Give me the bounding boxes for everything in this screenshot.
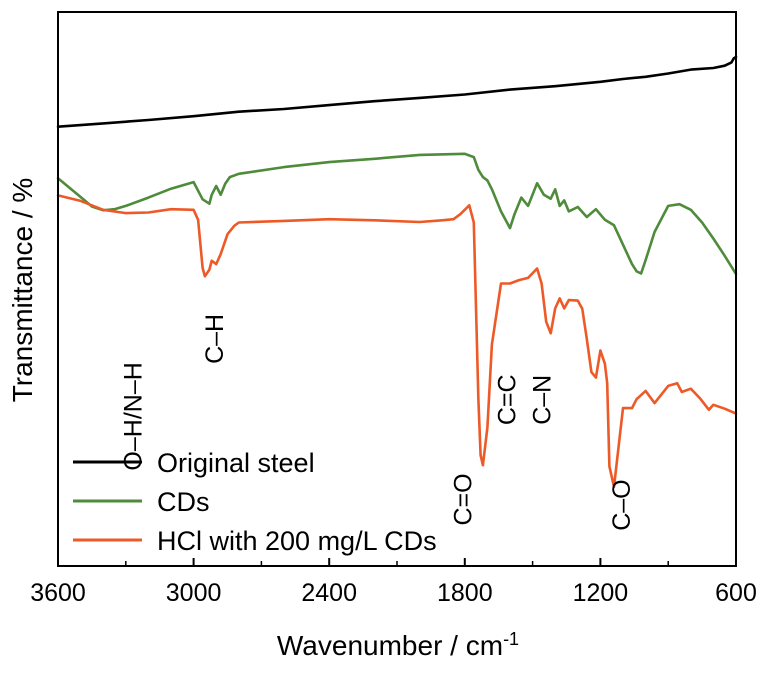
peak-annotation: C=C (494, 374, 522, 425)
peak-annotation: O–H/N–H (120, 362, 148, 470)
series-layer (56, 55, 738, 489)
x-tick-label: 3600 (30, 579, 86, 607)
legend-label-3: HCl with 200 mg/L CDs (157, 526, 437, 556)
x-tick-label: 2400 (301, 579, 357, 607)
series-line-3 (56, 194, 738, 489)
x-axis: 3600 3000 2400 1800 1200 600 (30, 558, 757, 607)
peak-annotation: C–N (529, 375, 557, 425)
peak-annotation: C–O (608, 479, 636, 530)
x-axis-title-superscript: -1 (503, 629, 519, 649)
x-axis-title-text: Wavenumber / cm (277, 630, 503, 661)
x-tick-label: 1200 (573, 579, 629, 607)
series-line-1 (56, 55, 738, 128)
legend: Original steel CDs HCl with 200 mg/L CDs (73, 448, 437, 556)
series-line-2 (56, 152, 738, 276)
peak-annotation: C–H (201, 314, 229, 364)
x-tick-label: 3000 (166, 579, 222, 607)
x-axis-title: Wavenumber / cm-1 (277, 629, 519, 661)
legend-label-2: CDs (157, 487, 210, 517)
legend-label-1: Original steel (157, 448, 315, 478)
x-tick-label: 1800 (437, 579, 493, 607)
annotations: O–H/N–H C–H C=O C=C C–N C–O (120, 314, 636, 531)
x-tick-label: 600 (715, 579, 757, 607)
y-axis-title: Transmittance / % (7, 178, 38, 403)
peak-annotation: C=O (450, 473, 478, 525)
